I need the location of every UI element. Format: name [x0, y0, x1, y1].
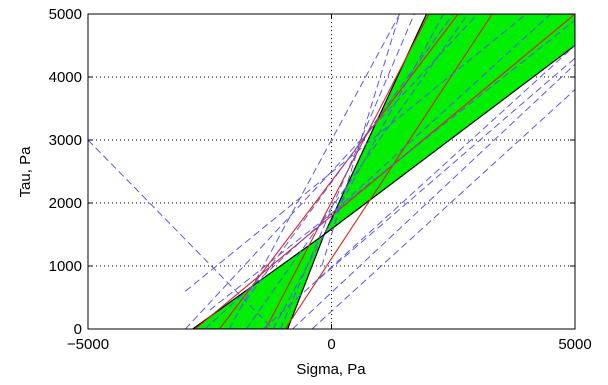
series-line-dashed-blue	[279, 14, 415, 329]
series-line-dashed-blue	[185, 14, 478, 329]
x-axis-label: Sigma, Pa	[296, 361, 366, 378]
series-line-dashed-blue	[262, 45, 575, 329]
band-upper-region	[323, 14, 575, 236]
x-tick-label: 0	[327, 336, 335, 353]
ticks	[87, 13, 576, 330]
series-line-dashed-blue	[318, 57, 575, 279]
y-tick-label: 3000	[49, 132, 82, 149]
series-layer	[88, 14, 575, 329]
series-line-dashed-blue	[292, 64, 575, 329]
y-tick-label: 2000	[49, 195, 82, 212]
series-line-dashed-blue	[228, 14, 401, 329]
series-line-dashed-blue	[204, 14, 551, 329]
band-layer	[192, 14, 575, 329]
x-tick-label: 5000	[558, 336, 591, 353]
series-line-dashed-blue	[245, 14, 469, 329]
y-tick-label: 4000	[49, 69, 82, 86]
series-line-dashed-blue	[238, 14, 454, 311]
y-tick-label: 1000	[49, 258, 82, 275]
x-tick-label: −5000	[67, 336, 109, 353]
grid	[88, 14, 575, 329]
y-tick-label: 5000	[49, 6, 82, 23]
series-line-dashed-blue	[311, 89, 575, 329]
series-line-red	[284, 14, 493, 329]
band-lower-region	[192, 233, 325, 329]
series-line-dashed-blue	[185, 14, 527, 292]
series-line-dashed-blue	[88, 139, 274, 329]
series-line-dashed-blue	[209, 19, 575, 311]
y-tick-label: 0	[74, 321, 82, 338]
y-axis-label: Tau, Pa	[17, 146, 34, 198]
